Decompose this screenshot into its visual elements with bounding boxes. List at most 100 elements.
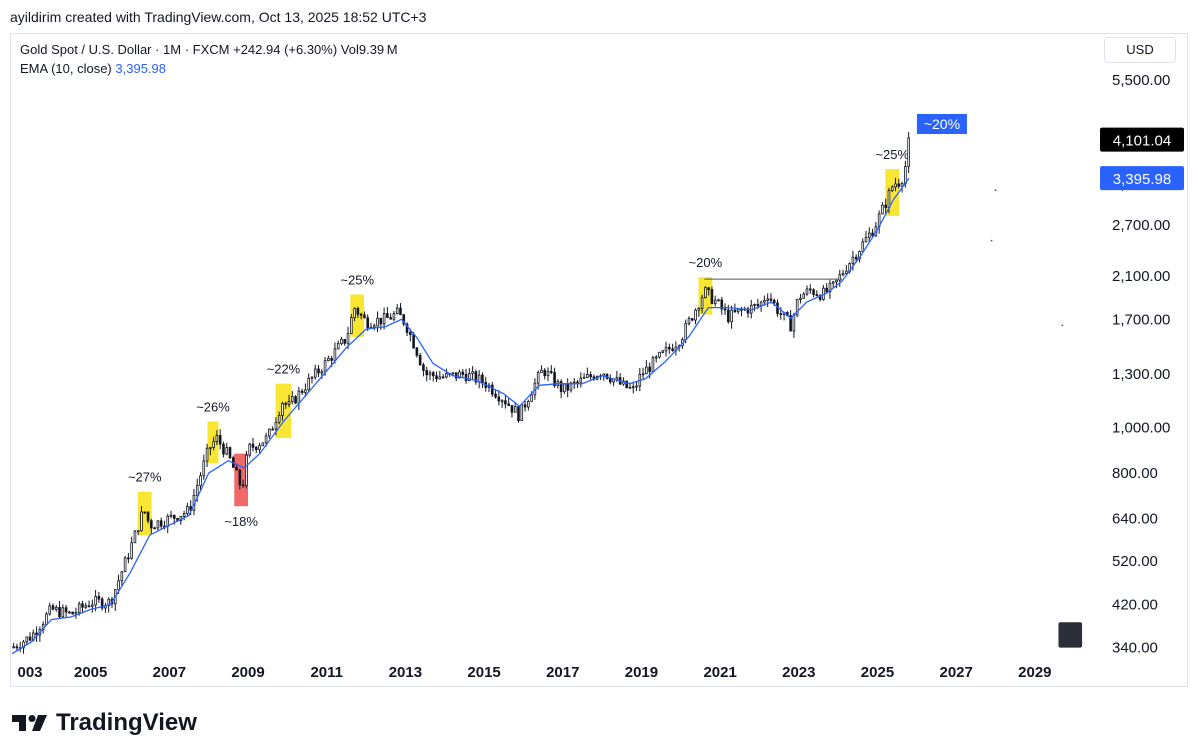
target-badge bbox=[916, 113, 967, 134]
ema-price-tag bbox=[1100, 166, 1184, 191]
candle-body bbox=[900, 183, 904, 187]
candle-body bbox=[494, 393, 497, 398]
candle-body bbox=[792, 314, 796, 332]
candle-body bbox=[727, 309, 730, 323]
candle-body bbox=[94, 596, 97, 606]
highlight-label-0: ~27% bbox=[128, 470, 162, 485]
y-tick-label: 5,500.00 bbox=[1112, 72, 1170, 89]
candle-body bbox=[766, 298, 769, 301]
candle-body bbox=[241, 484, 245, 487]
candle-body bbox=[763, 300, 766, 303]
x-tick-label: 003 bbox=[17, 664, 42, 681]
candle-body bbox=[838, 274, 842, 281]
candle-body bbox=[648, 366, 651, 372]
candle-body bbox=[304, 389, 307, 393]
candle-body bbox=[828, 282, 832, 293]
candle-body bbox=[136, 530, 140, 533]
candle-body bbox=[313, 368, 317, 378]
candle-body bbox=[87, 605, 91, 608]
candle-body bbox=[209, 447, 212, 449]
candle-body bbox=[730, 309, 733, 323]
candle-body bbox=[609, 378, 612, 383]
candle-body bbox=[74, 612, 78, 615]
x-tick-label: 2023 bbox=[782, 664, 815, 681]
candle-body bbox=[350, 317, 353, 335]
candle-body bbox=[871, 232, 874, 237]
candle-body bbox=[254, 446, 258, 450]
candle-body bbox=[258, 445, 261, 450]
candle-body bbox=[245, 454, 248, 487]
y-tick-label: 420.00 bbox=[1112, 597, 1158, 614]
candle-body bbox=[549, 371, 553, 373]
candle-body bbox=[520, 404, 524, 421]
credit-line: ayildirim created with TradingView.com, … bbox=[10, 9, 427, 25]
x-tick-label: 2013 bbox=[389, 664, 422, 681]
candle-body bbox=[861, 241, 865, 252]
candle-body bbox=[576, 381, 579, 384]
candle-body bbox=[661, 350, 665, 353]
candle-body bbox=[392, 313, 396, 320]
candle-body bbox=[12, 646, 15, 649]
candle-body bbox=[159, 520, 163, 527]
candle-body bbox=[710, 289, 714, 304]
candle-body bbox=[182, 513, 186, 517]
x-tick-label: 2027 bbox=[939, 664, 972, 681]
highlight-label-3: ~22% bbox=[267, 362, 301, 377]
candle-body bbox=[808, 288, 812, 291]
candle-body bbox=[615, 377, 619, 380]
candle-body bbox=[317, 368, 320, 374]
dark-box bbox=[1058, 622, 1083, 648]
candle-body bbox=[563, 383, 566, 393]
candle-body bbox=[261, 442, 265, 447]
candle-body bbox=[291, 396, 294, 402]
candle-body bbox=[887, 190, 891, 208]
candle-body bbox=[904, 166, 907, 184]
candle-body bbox=[300, 390, 304, 393]
candle-body bbox=[546, 371, 550, 377]
symbol-line[interactable]: Gold Spot / U.S. Dollar · 1M · FXCM +242… bbox=[20, 42, 398, 57]
x-tick-label: 2019 bbox=[625, 664, 658, 681]
candle-body bbox=[274, 421, 278, 430]
candle-body bbox=[51, 605, 55, 610]
candle-body bbox=[297, 390, 301, 404]
candle-body bbox=[582, 376, 586, 379]
candle-body bbox=[323, 360, 327, 373]
candle-body bbox=[884, 204, 887, 208]
candle-body bbox=[425, 370, 429, 376]
candle-body bbox=[704, 287, 707, 299]
y-tick-label: 1,300.00 bbox=[1112, 366, 1170, 383]
x-tick-label: 2017 bbox=[546, 664, 579, 681]
ema-value: 3,395.98 bbox=[115, 61, 166, 76]
candle-body bbox=[707, 287, 710, 290]
candle-body bbox=[379, 317, 383, 325]
tradingview-logo[interactable]: TradingView bbox=[12, 709, 197, 737]
candle-body bbox=[372, 325, 376, 328]
candle-body bbox=[523, 404, 527, 408]
ema-line[interactable]: EMA (10, close) 3,395.98 bbox=[20, 59, 398, 78]
candle-body bbox=[54, 606, 58, 610]
ema-price-label: 3,395.98 bbox=[1113, 171, 1171, 188]
highlight-box-4 bbox=[350, 294, 365, 337]
candle-body bbox=[399, 307, 402, 316]
candle-body bbox=[117, 580, 120, 591]
candle-body bbox=[723, 308, 727, 311]
candle-body bbox=[500, 400, 504, 403]
candle-body bbox=[97, 596, 101, 600]
currency-button[interactable]: USD bbox=[1104, 37, 1176, 63]
x-tick-label: 2011 bbox=[310, 664, 343, 681]
candle-body bbox=[507, 403, 510, 406]
candle-body bbox=[238, 469, 242, 486]
candle-body bbox=[540, 369, 543, 374]
candle-body bbox=[412, 334, 415, 349]
candle-body bbox=[697, 308, 701, 311]
candle-body bbox=[641, 373, 645, 376]
candle-body bbox=[527, 400, 530, 408]
candle-body bbox=[700, 297, 704, 309]
candle-body bbox=[353, 308, 356, 319]
candle-body bbox=[409, 332, 412, 335]
chart-legend: Gold Spot / U.S. Dollar · 1M · FXCM +242… bbox=[20, 40, 398, 78]
candle-body bbox=[405, 323, 409, 333]
candle-body bbox=[91, 604, 94, 607]
candle-body bbox=[15, 646, 19, 649]
